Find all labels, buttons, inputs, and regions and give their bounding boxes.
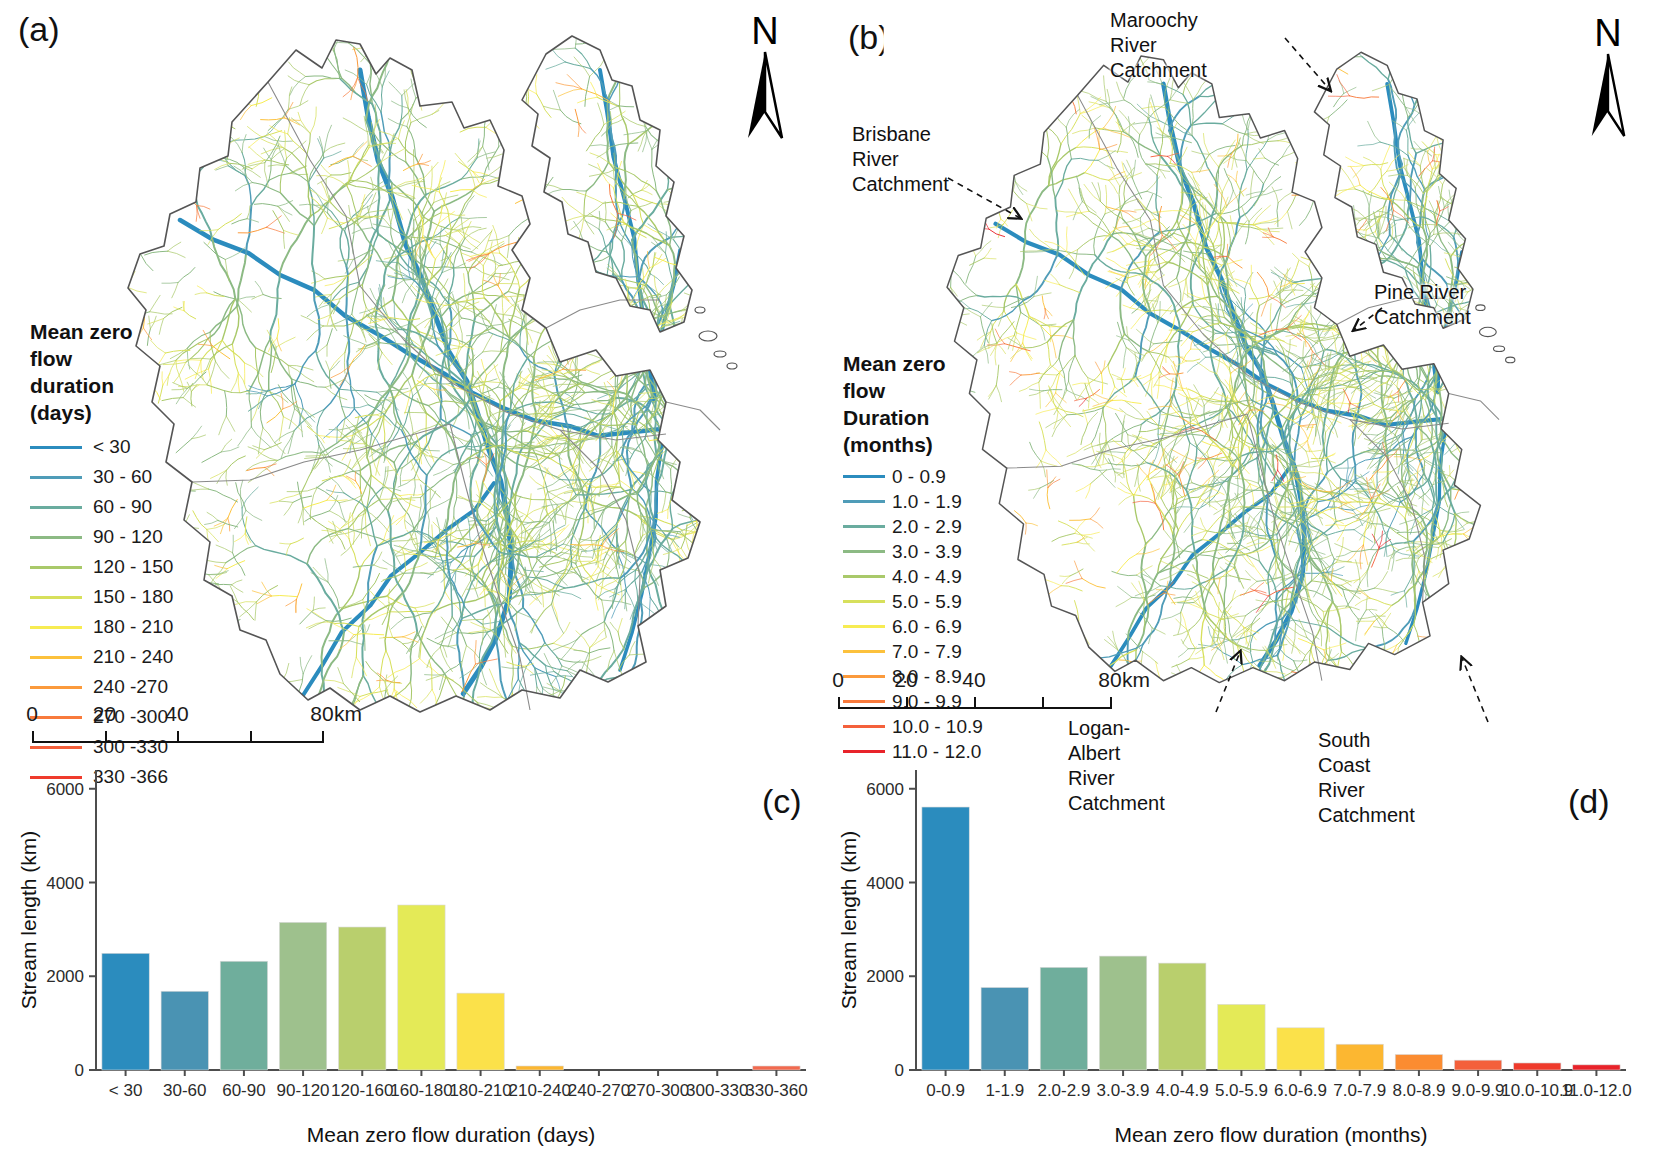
x-tick-label: 11.0-12.0 — [1561, 1081, 1632, 1100]
x-tick-label: 0-0.9 — [926, 1081, 965, 1100]
x-tick-label: 5.0-5.9 — [1215, 1081, 1268, 1100]
y-tick-label: 2000 — [866, 967, 904, 986]
y-tick-label: 4000 — [46, 874, 84, 893]
arrow-southcoast — [1462, 658, 1488, 722]
chart-bar — [339, 927, 386, 1070]
x-axis-title: Mean zero flow duration (days) — [307, 1123, 595, 1146]
y-tick-label: 0 — [895, 1061, 904, 1080]
chart-bar — [753, 1066, 800, 1070]
annotation-arrows — [0, 0, 1657, 780]
x-tick-label: < 30 — [109, 1081, 143, 1100]
x-tick-label: 8.0-8.9 — [1392, 1081, 1445, 1100]
x-tick-label: 330-360 — [745, 1081, 807, 1100]
y-tick-label: 6000 — [866, 780, 904, 799]
y-tick-label: 6000 — [46, 780, 84, 799]
y-axis-title: Stream length (km) — [837, 831, 860, 1010]
chart-bar — [1336, 1044, 1383, 1070]
x-axis-title: Mean zero flow duration (months) — [1115, 1123, 1428, 1146]
x-tick-label: 60-90 — [222, 1081, 265, 1100]
x-tick-label: 90-120 — [277, 1081, 330, 1100]
x-tick-label: 4.0-4.9 — [1156, 1081, 1209, 1100]
y-tick-label: 0 — [75, 1061, 84, 1080]
x-tick-label: 30-60 — [163, 1081, 206, 1100]
panel-d-label: (d) — [1568, 782, 1610, 821]
x-tick-label: 270-300 — [627, 1081, 689, 1100]
chart-d-svg: 0 2000 4000 6000 0-0.9 1-1.9 2.0-2.9 3.0-3.9 4.0… — [830, 752, 1640, 1162]
chart-bar — [1277, 1028, 1324, 1070]
chart-bar — [1573, 1065, 1620, 1070]
chart-bar — [279, 922, 326, 1070]
chart-bar — [457, 993, 504, 1070]
x-tick-label: 6.0-6.9 — [1274, 1081, 1327, 1100]
chart-bar — [1159, 963, 1206, 1070]
panel-c-label: (c) — [762, 782, 802, 821]
x-tick-label: 3.0-3.9 — [1097, 1081, 1150, 1100]
chart-c-svg: 0 2000 4000 6000 < 30 30-60 60-90 90-120120-160… — [10, 752, 820, 1162]
x-tick-label: 9.0-9.9 — [1452, 1081, 1505, 1100]
x-tick-label: 180-210 — [449, 1081, 511, 1100]
chart-bar — [516, 1066, 563, 1070]
x-tick-label: 120-160 — [331, 1081, 393, 1100]
chart-bar — [102, 953, 149, 1070]
chart-bar — [981, 988, 1028, 1071]
x-tick-label: 240-270 — [568, 1081, 630, 1100]
arrow-logan — [1216, 652, 1240, 712]
chart-bar — [161, 991, 208, 1070]
x-tick-label: 210-240 — [509, 1081, 571, 1100]
arrow-pine — [1354, 308, 1382, 330]
chart-bar — [1395, 1055, 1442, 1070]
chart-d: 0 2000 4000 6000 0-0.9 1-1.9 2.0-2.9 3.0-3.9 4.0… — [830, 752, 1640, 1162]
y-tick-label: 2000 — [46, 967, 84, 986]
chart-bar — [398, 905, 445, 1070]
x-tick-label: 2.0-2.9 — [1037, 1081, 1090, 1100]
chart-bar — [1514, 1063, 1561, 1070]
chart-bar — [1040, 967, 1087, 1070]
chart-bar — [220, 961, 267, 1070]
x-tick-label: 160-180 — [390, 1081, 452, 1100]
x-tick-label: 7.0-7.9 — [1333, 1081, 1386, 1100]
x-tick-label: 1-1.9 — [985, 1081, 1024, 1100]
chart-bar — [1099, 956, 1146, 1070]
x-tick-label: 300-330 — [686, 1081, 748, 1100]
arrow-maroochy — [1285, 38, 1330, 90]
chart-bar — [922, 807, 969, 1070]
y-axis-title: Stream length (km) — [17, 831, 40, 1010]
chart-c: 0 2000 4000 6000 < 30 30-60 60-90 90-120120-160… — [10, 752, 820, 1162]
arrow-brisbane — [948, 178, 1020, 218]
chart-bar — [1218, 1004, 1265, 1070]
y-tick-label: 4000 — [866, 874, 904, 893]
chart-bar — [1454, 1060, 1501, 1070]
